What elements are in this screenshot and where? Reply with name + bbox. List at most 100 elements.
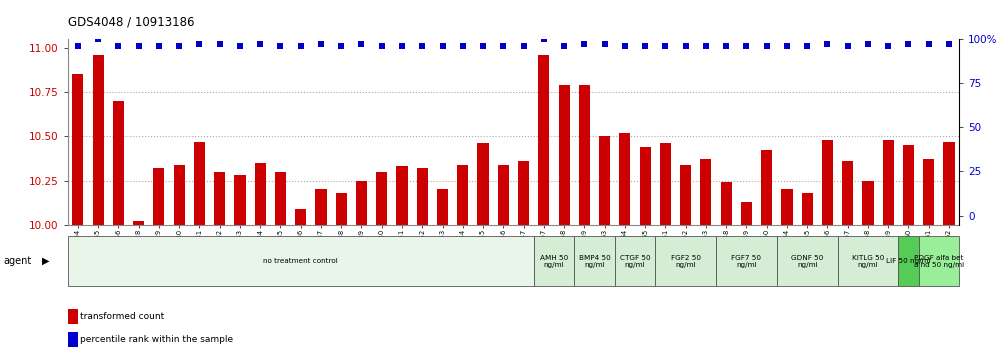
Bar xyxy=(133,221,144,225)
Bar xyxy=(457,165,468,225)
Text: percentile rank within the sample: percentile rank within the sample xyxy=(81,335,233,344)
Bar xyxy=(639,147,650,225)
Bar xyxy=(782,189,793,225)
Bar xyxy=(802,193,813,225)
Bar xyxy=(599,136,611,225)
Point xyxy=(212,41,228,47)
Point xyxy=(151,43,167,49)
Bar xyxy=(822,140,833,225)
Bar xyxy=(336,193,347,225)
Text: ▶: ▶ xyxy=(42,256,50,266)
Text: GDNF 50
ng/ml: GDNF 50 ng/ml xyxy=(791,255,824,268)
Bar xyxy=(720,182,732,225)
Point xyxy=(191,41,207,47)
Text: LIF 50 ng/ml: LIF 50 ng/ml xyxy=(886,258,931,264)
Bar xyxy=(113,101,124,225)
Bar xyxy=(437,189,448,225)
Point xyxy=(880,43,896,49)
Point xyxy=(677,43,693,49)
Point xyxy=(860,41,875,47)
Point xyxy=(941,41,957,47)
Text: transformed count: transformed count xyxy=(81,312,164,321)
Point xyxy=(738,43,754,49)
Point xyxy=(313,41,329,47)
Point xyxy=(718,43,734,49)
Point xyxy=(455,43,471,49)
Bar xyxy=(518,161,529,225)
Bar xyxy=(559,85,570,225)
Bar xyxy=(680,165,691,225)
Bar xyxy=(295,209,307,225)
Bar xyxy=(153,168,164,225)
Bar xyxy=(477,143,489,225)
Bar xyxy=(356,181,368,225)
Point xyxy=(434,43,450,49)
Bar xyxy=(903,145,914,225)
FancyBboxPatch shape xyxy=(777,236,838,286)
Bar xyxy=(843,161,854,225)
Bar xyxy=(538,55,550,225)
Point xyxy=(232,43,248,49)
Point xyxy=(698,43,714,49)
Point xyxy=(536,36,552,42)
FancyBboxPatch shape xyxy=(615,236,655,286)
Text: BMP4 50
ng/ml: BMP4 50 ng/ml xyxy=(579,255,611,268)
Point xyxy=(920,41,936,47)
Bar xyxy=(316,189,327,225)
Point xyxy=(820,41,836,47)
Bar xyxy=(255,163,266,225)
Point xyxy=(900,41,916,47)
FancyBboxPatch shape xyxy=(68,236,534,286)
Bar xyxy=(396,166,407,225)
Point xyxy=(111,43,126,49)
Bar xyxy=(882,140,893,225)
Point xyxy=(556,43,572,49)
Bar xyxy=(194,142,205,225)
FancyBboxPatch shape xyxy=(716,236,777,286)
Text: GDS4048 / 10913186: GDS4048 / 10913186 xyxy=(68,16,194,29)
Point xyxy=(475,43,491,49)
Text: AMH 50
ng/ml: AMH 50 ng/ml xyxy=(540,255,568,268)
FancyBboxPatch shape xyxy=(838,236,898,286)
Bar xyxy=(214,172,225,225)
Point xyxy=(840,43,856,49)
Bar xyxy=(376,172,387,225)
Bar xyxy=(700,159,711,225)
Bar xyxy=(943,142,954,225)
Bar xyxy=(498,165,509,225)
Bar xyxy=(741,202,752,225)
Point xyxy=(130,43,146,49)
Text: PDGF alfa bet
a hd 50 ng/ml: PDGF alfa bet a hd 50 ng/ml xyxy=(913,255,964,268)
Point xyxy=(657,43,673,49)
Bar xyxy=(579,85,590,225)
Text: FGF7 50
ng/ml: FGF7 50 ng/ml xyxy=(731,255,761,268)
FancyBboxPatch shape xyxy=(534,236,575,286)
Point xyxy=(70,43,86,49)
Point xyxy=(617,43,632,49)
Bar xyxy=(93,55,104,225)
Point xyxy=(252,41,268,47)
Bar xyxy=(68,309,79,324)
Bar xyxy=(761,150,772,225)
Point xyxy=(354,41,370,47)
Point xyxy=(495,43,511,49)
Text: CTGF 50
ng/ml: CTGF 50 ng/ml xyxy=(620,255,650,268)
Bar xyxy=(923,159,934,225)
Point xyxy=(334,43,350,49)
Point xyxy=(394,43,410,49)
Text: FGF2 50
ng/ml: FGF2 50 ng/ml xyxy=(670,255,700,268)
Bar xyxy=(234,175,245,225)
Point xyxy=(779,43,795,49)
Bar xyxy=(73,74,84,225)
Bar xyxy=(275,172,286,225)
Point xyxy=(759,43,775,49)
Point xyxy=(374,43,389,49)
Point xyxy=(273,43,289,49)
Text: no treatment control: no treatment control xyxy=(263,258,338,264)
Point xyxy=(799,43,815,49)
Point xyxy=(171,43,187,49)
Point xyxy=(577,41,593,47)
Bar xyxy=(173,165,184,225)
Bar xyxy=(620,133,630,225)
FancyBboxPatch shape xyxy=(918,236,959,286)
